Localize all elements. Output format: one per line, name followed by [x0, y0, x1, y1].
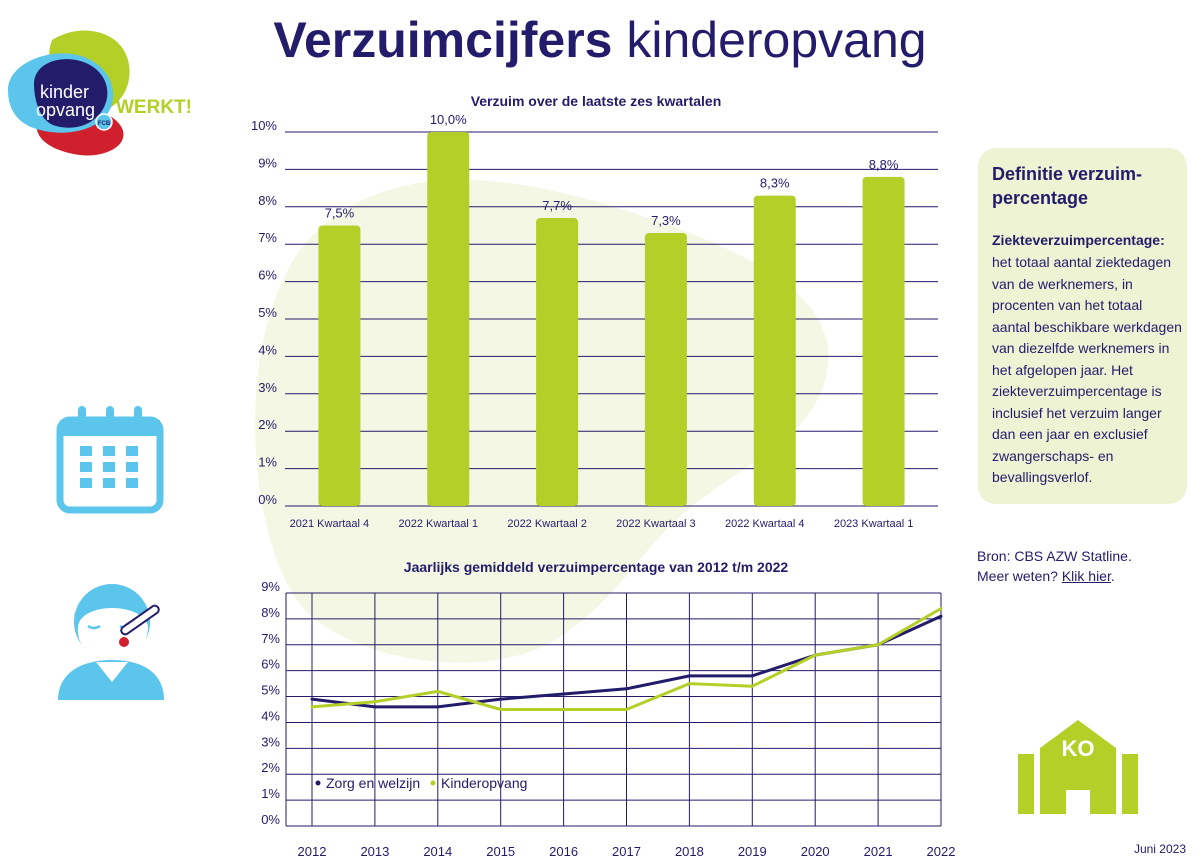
childcare-building-icon: KO	[1018, 720, 1138, 814]
definition-body: het totaal aantal ziektedagen van de wer…	[992, 254, 1182, 485]
definition-box: Definitie verzuim-percentage Ziekteverzu…	[978, 148, 1187, 504]
definition-term: Ziekteverzuimpercentage:	[992, 232, 1165, 248]
page-title: Verzuimcijfers kinderopvang	[0, 8, 1200, 72]
source-note: Bron: CBS AZW Statline. Meer weten? Klik…	[977, 546, 1132, 586]
publication-date: Juni 2023	[1133, 842, 1186, 856]
logo-line-1: kinder	[40, 82, 89, 102]
source-line: Bron: CBS AZW Statline.	[977, 548, 1132, 564]
more-info-line: Meer weten? Klik hier.	[977, 568, 1115, 584]
more-info-prefix: Meer weten?	[977, 568, 1058, 584]
logo-line-2: opvang	[36, 100, 95, 120]
kinderopvang-werkt-logo: kinder opvang WERKT! FCB	[8, 30, 192, 156]
page-title-bold: Verzuimcijfers	[273, 12, 613, 68]
calendar-icon	[56, 406, 164, 514]
click-here-link[interactable]: Klik hier	[1061, 568, 1111, 584]
sick-person-thermometer-icon	[58, 584, 164, 700]
logo-tagline: WERKT!	[116, 97, 192, 118]
definition-title: Definitie verzuim-percentage	[992, 164, 1143, 208]
logo-badge: FCB	[98, 121, 111, 127]
building-label: KO	[1062, 736, 1095, 761]
page-title-light: kinderopvang	[626, 12, 927, 68]
